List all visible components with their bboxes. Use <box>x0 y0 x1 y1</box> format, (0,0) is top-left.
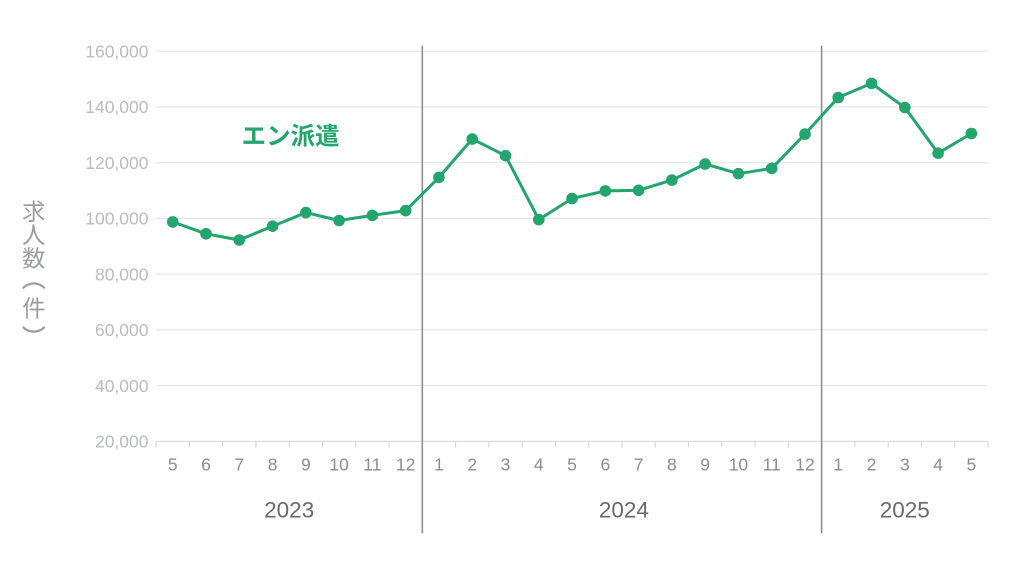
svg-text:6: 6 <box>201 455 211 475</box>
svg-text:1: 1 <box>833 455 843 475</box>
svg-text:3: 3 <box>900 455 910 475</box>
svg-text:2025: 2025 <box>880 498 930 523</box>
svg-text:9: 9 <box>301 455 311 475</box>
svg-text:10: 10 <box>329 455 349 475</box>
svg-text:1: 1 <box>434 455 444 475</box>
svg-text:4: 4 <box>933 455 943 475</box>
svg-text:4: 4 <box>534 455 544 475</box>
svg-text:3: 3 <box>501 455 511 475</box>
svg-text:40,000: 40,000 <box>95 376 149 396</box>
svg-text:11: 11 <box>763 455 781 475</box>
svg-text:8: 8 <box>667 455 677 475</box>
svg-text:2: 2 <box>467 455 477 475</box>
svg-text:8: 8 <box>268 455 278 475</box>
svg-text:7: 7 <box>634 455 644 475</box>
svg-text:9: 9 <box>700 455 710 475</box>
svg-text:2023: 2023 <box>264 498 314 523</box>
svg-text:60,000: 60,000 <box>95 320 149 340</box>
svg-text:120,000: 120,000 <box>85 153 149 173</box>
svg-text:7: 7 <box>234 455 244 475</box>
svg-text:2: 2 <box>867 455 877 475</box>
svg-text:10: 10 <box>729 455 749 475</box>
svg-text:140,000: 140,000 <box>85 97 149 117</box>
svg-text:160,000: 160,000 <box>85 41 149 61</box>
svg-text:100,000: 100,000 <box>85 209 149 229</box>
svg-text:12: 12 <box>795 455 814 475</box>
svg-text:2024: 2024 <box>599 498 649 523</box>
svg-text:12: 12 <box>396 455 415 475</box>
svg-text:5: 5 <box>567 455 577 475</box>
svg-text:5: 5 <box>966 455 976 475</box>
svg-text:6: 6 <box>600 455 610 475</box>
svg-text:5: 5 <box>168 455 178 475</box>
svg-text:11: 11 <box>363 455 381 475</box>
svg-text:20,000: 20,000 <box>95 432 149 452</box>
svg-text:80,000: 80,000 <box>95 264 149 284</box>
